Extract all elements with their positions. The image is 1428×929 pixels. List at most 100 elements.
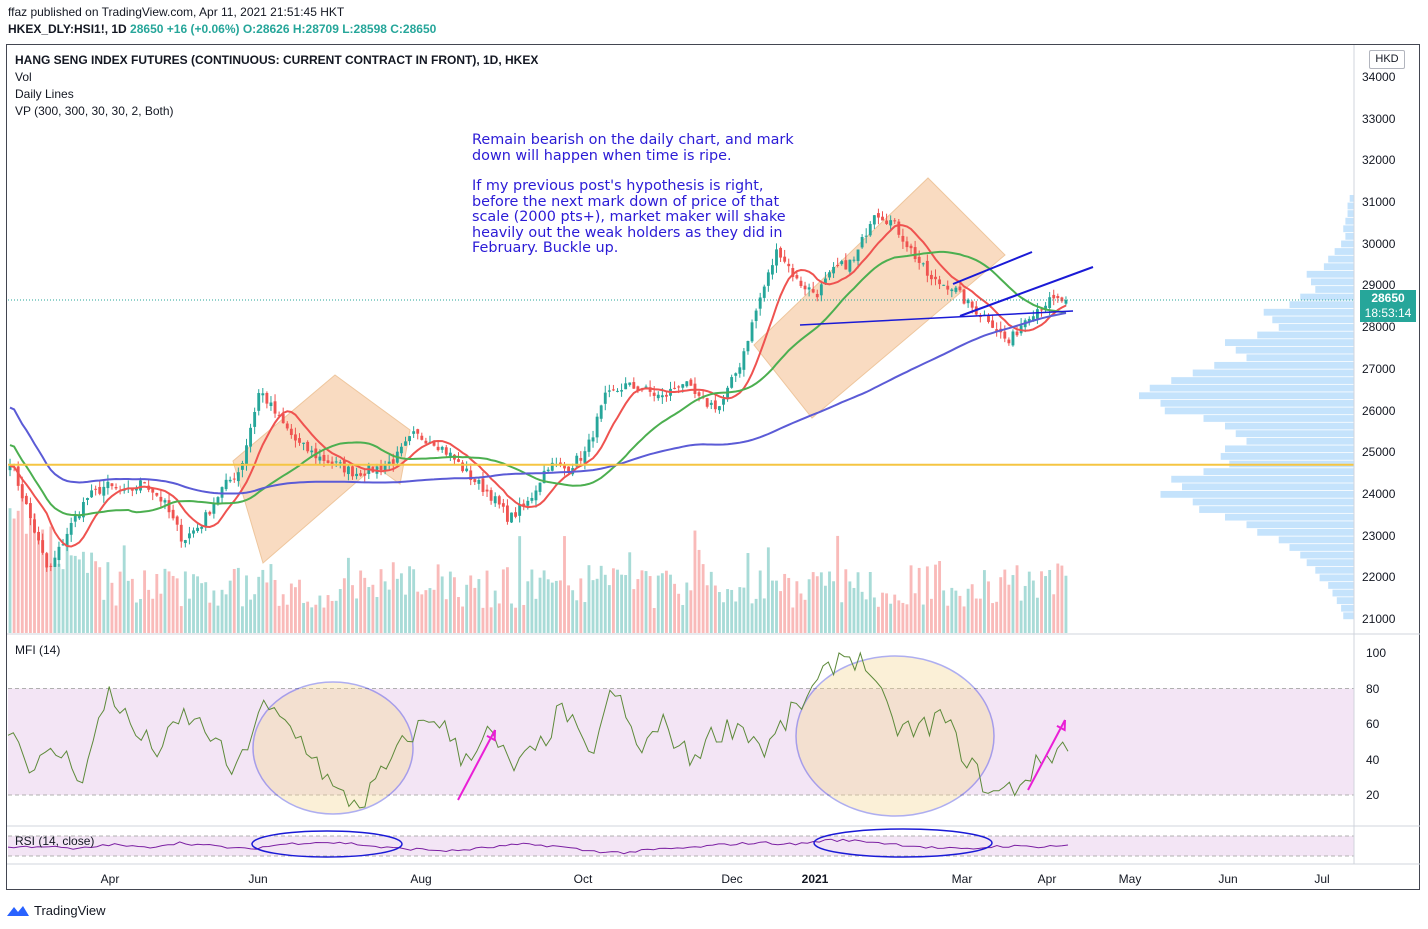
volume-bar — [359, 570, 363, 633]
candle-body — [139, 480, 142, 491]
volume-bar — [497, 603, 501, 633]
price-tick-label: 32000 — [1362, 153, 1396, 168]
candle-body — [546, 469, 550, 472]
candle-body — [766, 272, 770, 286]
volume-bar — [432, 589, 436, 633]
mfi-arrow-head — [486, 729, 496, 742]
candle-body — [787, 263, 791, 267]
footer-brand[interactable]: TradingView — [6, 903, 106, 918]
candle-body — [775, 249, 778, 266]
candle-body — [65, 533, 69, 547]
rsi-highlight-ellipse — [813, 828, 993, 858]
volume-bar — [436, 564, 440, 633]
price-tick-label: 22000 — [1362, 570, 1396, 585]
candle-body — [281, 413, 285, 424]
volume-bar — [391, 562, 395, 633]
volume-bar — [991, 603, 995, 633]
volume-bar — [950, 587, 954, 633]
vp-bar — [1182, 483, 1354, 491]
volume-bar — [995, 601, 999, 633]
published-line: ffaz published on TradingView.com, Apr 1… — [8, 5, 345, 19]
volume-bar — [204, 582, 208, 633]
legend-rsi: RSI (14, close) — [15, 834, 95, 848]
volume-bar — [611, 568, 615, 633]
time-tick-label: Apr — [1037, 872, 1057, 886]
currency-badge[interactable]: HKD — [1369, 50, 1405, 69]
volume-bar — [636, 579, 640, 633]
candle-body — [1052, 294, 1056, 299]
volume-bar — [416, 591, 420, 633]
price-tick-label: 26000 — [1362, 403, 1396, 418]
vp-bar — [1203, 415, 1354, 422]
volume-bar — [73, 555, 77, 633]
volume-bar — [469, 575, 473, 633]
price-tag-value: 28650 — [1371, 291, 1405, 305]
vp-bar — [1289, 544, 1354, 551]
candle-body — [664, 394, 668, 397]
candle-body — [192, 530, 195, 534]
vp-bar — [1164, 407, 1354, 415]
price-change: +16 (+0.06%) — [166, 22, 240, 36]
volume-bar — [412, 569, 416, 633]
candle-body — [102, 486, 106, 496]
candle-body — [212, 503, 216, 514]
volume-bar — [1064, 575, 1068, 633]
moving-averages — [9, 223, 1067, 548]
volume-bar — [762, 598, 766, 633]
volume-bar — [1023, 585, 1027, 633]
volume-bar — [257, 576, 261, 633]
volume-bar — [795, 581, 799, 633]
volume-bar — [526, 581, 530, 633]
candle-body — [628, 382, 632, 385]
volume-bar — [139, 598, 142, 633]
candle-body — [273, 401, 277, 414]
candle-body — [656, 394, 660, 399]
volume-bar — [673, 583, 677, 633]
volume-bar — [881, 592, 884, 633]
candle-body — [1011, 331, 1015, 346]
vp-bar — [1160, 490, 1354, 498]
volume-bar — [33, 513, 36, 633]
candle-body — [208, 511, 212, 515]
candle-body — [228, 479, 232, 482]
analysis-annotation: Remain bearish on the daily chart, and m… — [472, 132, 802, 257]
mfi-band — [8, 688, 1354, 795]
volume-bar — [408, 566, 412, 633]
candle-body — [889, 220, 893, 226]
volume-bar — [285, 604, 289, 633]
candle-body — [444, 447, 448, 455]
price-tick-label: 30000 — [1362, 236, 1396, 251]
volume-bar — [717, 592, 721, 633]
candle-body — [171, 509, 175, 519]
volume-bar — [208, 602, 212, 633]
vp-bar — [1347, 202, 1354, 210]
vp-bar — [1278, 324, 1354, 331]
vp-bar — [1235, 346, 1354, 354]
vp-bar — [1323, 263, 1354, 271]
candle-body — [106, 481, 110, 489]
candle-body — [167, 500, 171, 513]
chart-title: HANG SENG INDEX FUTURES (CONTINUOUS: CUR… — [15, 53, 539, 67]
vp-bar — [1160, 399, 1354, 407]
candle-body — [8, 465, 12, 471]
candle-body — [253, 411, 257, 427]
volume-bar — [240, 606, 244, 633]
annotation-para-2: If my previous post's hypothesis is righ… — [472, 178, 786, 256]
candle-body — [224, 479, 228, 490]
volume-bar — [897, 600, 901, 633]
volume-bar — [212, 590, 216, 633]
legend-vol: Vol — [15, 70, 32, 84]
volume-bar — [444, 599, 448, 633]
volume-bar — [24, 533, 28, 633]
candle-body — [416, 429, 420, 434]
candle-body — [204, 512, 208, 527]
candle-body — [69, 523, 73, 535]
candle-body — [461, 462, 465, 472]
vp-bar — [1306, 559, 1354, 567]
volume-bar — [20, 489, 24, 633]
volume-bar — [16, 510, 20, 633]
candle-body — [457, 459, 460, 462]
candle-body — [387, 461, 391, 465]
volume-bar — [420, 594, 424, 633]
